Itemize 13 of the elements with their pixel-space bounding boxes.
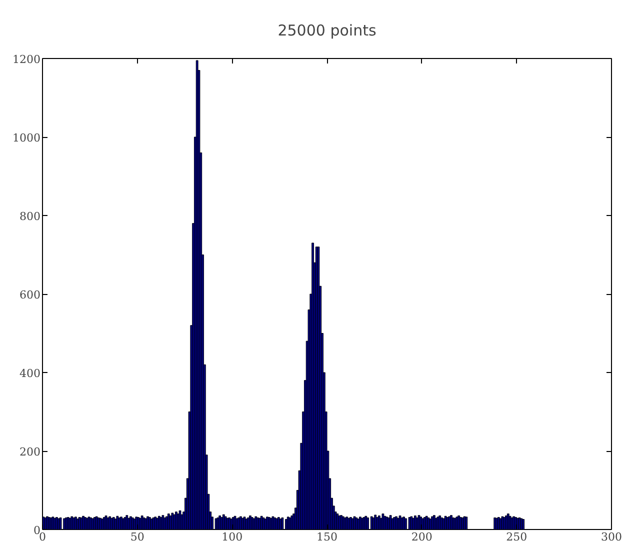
x-tick-label: 50 (130, 530, 144, 544)
y-tick-label: 800 (20, 210, 41, 223)
x-tick-label: 300 (601, 530, 622, 544)
x-tick-label: 100 (222, 530, 243, 544)
y-tick-label: 1000 (12, 132, 41, 144)
x-tick-label: 150 (316, 530, 338, 544)
y-tick-label: 200 (20, 446, 41, 458)
chart-title: 25000 points (278, 22, 376, 40)
y-tick-label: 1200 (12, 53, 41, 66)
x-tick-label: 250 (506, 530, 528, 544)
y-tick-label: 400 (20, 367, 41, 380)
x-tick-label: 200 (411, 530, 432, 544)
y-tick-label: 600 (20, 288, 41, 302)
